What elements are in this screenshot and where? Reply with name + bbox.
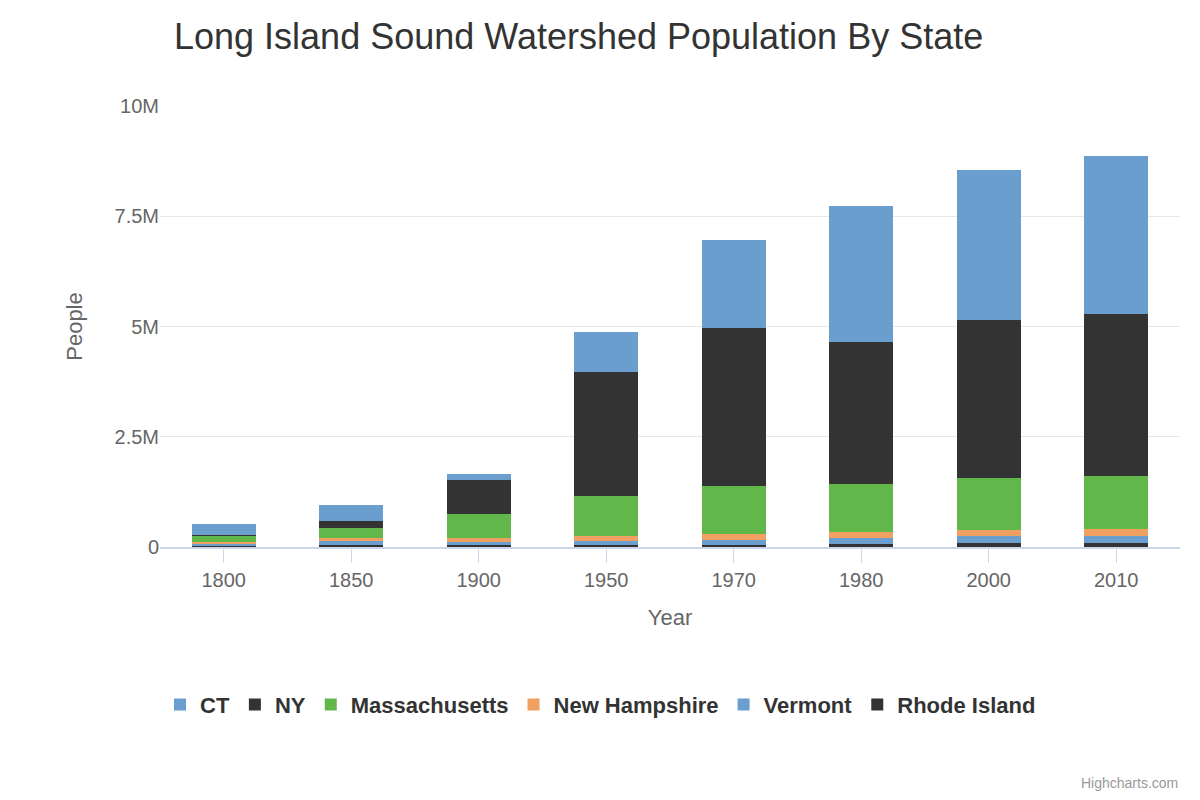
svg-text:2010: 2010	[1094, 569, 1139, 591]
svg-text:NY: NY	[275, 693, 306, 718]
svg-text:7.5M: 7.5M	[115, 205, 159, 227]
svg-text:Vermont: Vermont	[764, 693, 853, 718]
svg-text:2000: 2000	[967, 569, 1012, 591]
svg-text:Year: Year	[648, 605, 692, 630]
svg-text:Rhode Island: Rhode Island	[897, 693, 1035, 718]
svg-text:Highcharts.com: Highcharts.com	[1081, 775, 1178, 791]
svg-text:10M: 10M	[120, 95, 159, 117]
svg-text:2.5M: 2.5M	[115, 426, 159, 448]
svg-text:5M: 5M	[131, 316, 159, 338]
svg-text:1850: 1850	[329, 569, 374, 591]
svg-text:1950: 1950	[584, 569, 629, 591]
svg-text:1980: 1980	[839, 569, 884, 591]
svg-text:CT: CT	[200, 693, 230, 718]
svg-text:Massachusetts: Massachusetts	[351, 693, 509, 718]
svg-text:1900: 1900	[457, 569, 502, 591]
svg-text:People: People	[62, 292, 87, 361]
svg-text:1800: 1800	[202, 569, 247, 591]
svg-text:1970: 1970	[712, 569, 757, 591]
svg-text:New Hampshire: New Hampshire	[554, 693, 719, 718]
svg-text:Long Island Sound Watershed Po: Long Island Sound Watershed Population B…	[174, 16, 983, 57]
svg-text:0: 0	[148, 536, 159, 558]
